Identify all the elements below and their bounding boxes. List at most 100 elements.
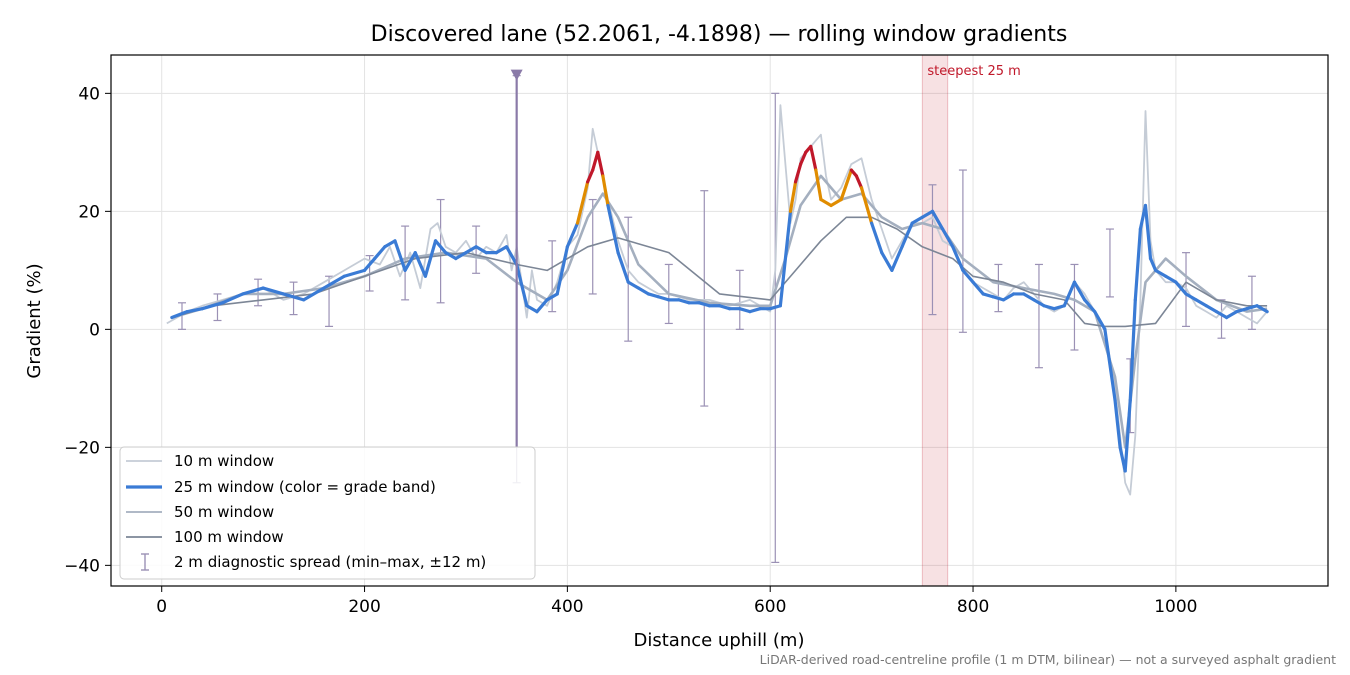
series-w25-segment — [1082, 298, 1097, 314]
y-tick-label: 0 — [89, 320, 100, 340]
y-tick-label: −20 — [64, 438, 100, 458]
legend-label-w25: 25 m window (color = grade band) — [174, 478, 436, 496]
series-w25-segment — [1103, 327, 1117, 402]
series-w25-segment — [793, 162, 803, 184]
series-w25-segment — [880, 251, 894, 272]
series-lines — [166, 104, 1269, 496]
series-w25-segment — [1224, 310, 1239, 320]
legend-label-w100: 100 m window — [174, 528, 284, 546]
series-w25-segment — [433, 239, 448, 255]
series-w25-segment — [596, 150, 605, 178]
series-w25-segment — [241, 286, 265, 296]
series-w25-segment — [778, 209, 793, 308]
series-w25-segment — [322, 274, 346, 290]
series-w25-segment — [930, 209, 945, 231]
marker-triangle-icon — [510, 69, 523, 81]
series-w25-segment — [1062, 280, 1077, 308]
x-tick-label: 800 — [957, 597, 989, 617]
series-w25-segment — [373, 245, 387, 261]
series-w25-segment — [413, 251, 427, 278]
series-w25-segment — [697, 301, 711, 308]
y-tick-label: −40 — [64, 556, 100, 576]
series-w25-segment — [1148, 256, 1158, 272]
series-w25-segment — [383, 239, 397, 249]
x-tick-label: 1000 — [1154, 597, 1197, 617]
series-w25-segment — [900, 221, 914, 249]
footnote: LiDAR-derived road-centreline profile (1… — [760, 652, 1336, 667]
series-w25-segment — [1174, 280, 1188, 296]
series-w25-segment — [515, 262, 529, 308]
series-w25-segment — [1153, 268, 1168, 278]
series-w25-segment — [910, 215, 924, 225]
series-w25-segment — [302, 286, 326, 302]
series-w25-segment — [677, 298, 691, 305]
series-w25-segment — [444, 251, 458, 261]
series-w25-segment — [261, 286, 286, 296]
series-w25-segment — [971, 280, 985, 296]
series-w25-segment — [1093, 310, 1107, 331]
series-w25-segment — [890, 245, 904, 272]
series-w25-segment — [393, 239, 407, 272]
series-w25-segment — [403, 251, 417, 272]
series-w25-segment — [920, 209, 935, 219]
legend-label-spread: 2 m diagnostic spread (min–max, ±12 m) — [174, 553, 486, 571]
series-w25-segment — [768, 304, 782, 311]
steepest-band: steepest 25 m — [921, 54, 1021, 587]
series-w25-segment — [601, 174, 610, 208]
series-w25-segment — [646, 292, 661, 299]
series-w25-segment — [185, 307, 204, 314]
x-tick-label: 200 — [348, 597, 380, 617]
series-w25-segment — [1184, 292, 1198, 302]
series-w25-segment — [1214, 310, 1229, 320]
series-w25-segment — [859, 186, 874, 225]
series-w25-segment — [717, 304, 732, 311]
series-w25-segment — [809, 144, 818, 172]
series-w25-segment — [464, 245, 478, 255]
series-w25-segment — [1194, 298, 1208, 308]
series-w25-segment — [941, 227, 955, 249]
series-w25-segment — [474, 245, 488, 255]
series-w25-segment — [342, 268, 367, 278]
axis-ticks: 0 200 400 600 800 1000 −40 −20 0 20 40 — [64, 84, 1197, 617]
series-w25-segment — [606, 203, 615, 231]
series-w25-segment — [1123, 398, 1132, 473]
plot-frame — [110, 54, 1329, 587]
series-w25-segment — [839, 168, 853, 202]
series-w25-segment — [281, 292, 306, 302]
series-w50-line — [171, 174, 1268, 449]
series-w25-segment — [586, 168, 595, 184]
series-w25-segment — [1143, 203, 1153, 261]
series-w100-line — [171, 216, 1268, 328]
series-w25-segment — [657, 295, 671, 302]
series-w25-segment — [1001, 292, 1016, 302]
series-w25-segment — [981, 292, 995, 299]
series-w25-segment — [626, 280, 640, 290]
series-w25-segment — [1245, 304, 1259, 311]
series-w25-segment — [1072, 280, 1087, 302]
series-w25-segment — [788, 180, 798, 213]
x-tick-label: 600 — [754, 597, 786, 617]
series-w25-segment — [1113, 398, 1122, 449]
steepest-label: steepest 25 m — [927, 64, 1020, 79]
legend-label-w50: 50 m window — [174, 503, 274, 521]
series-w25-segment — [1164, 274, 1178, 284]
series-w25-segment — [1052, 304, 1066, 311]
series-w25-segment — [636, 286, 651, 296]
series-w25-segment — [575, 180, 590, 225]
series-w25-segment — [454, 251, 468, 261]
series-w25-segment — [423, 239, 438, 278]
series-w25-segment — [1204, 304, 1219, 314]
series-w25-segment — [814, 168, 823, 202]
marker — [510, 69, 523, 448]
series-w25-segment — [494, 245, 509, 255]
legend-label-w10: 10 m window — [174, 452, 274, 470]
series-w25-segment — [1042, 304, 1056, 311]
series-w25-segment — [220, 292, 245, 305]
series-w10-line — [166, 104, 1268, 496]
x-tick-label: 400 — [551, 597, 583, 617]
y-tick-label: 40 — [78, 84, 100, 104]
series-w25-segment — [362, 256, 377, 272]
series-w25-segment — [738, 307, 752, 314]
legend: 10 m window 25 m window (color = grade ba… — [119, 446, 536, 580]
